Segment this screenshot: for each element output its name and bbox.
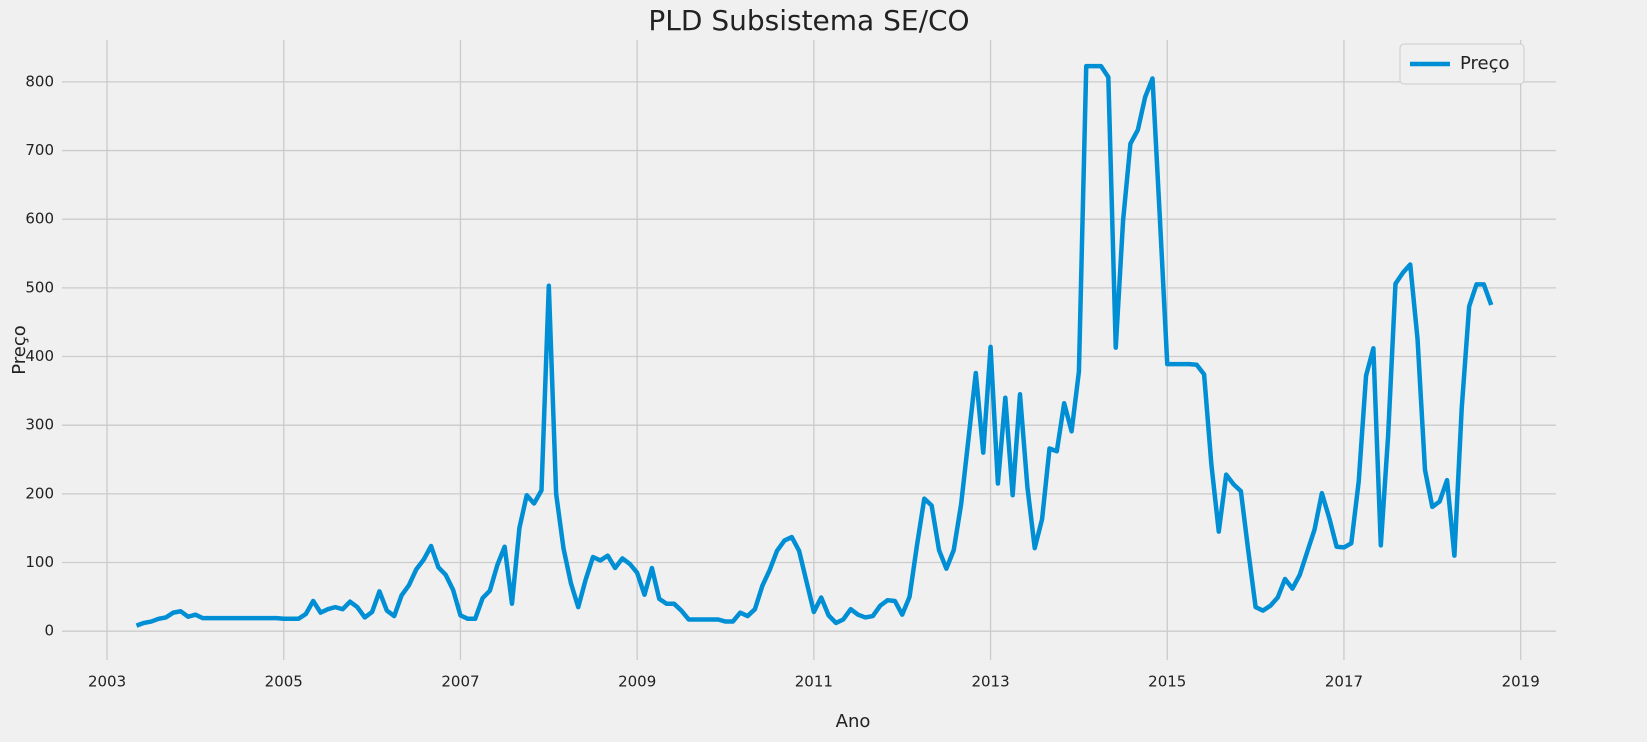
legend-box	[1399, 43, 1525, 85]
price-line	[135, 63, 1494, 628]
y-tick-label: 700	[25, 141, 54, 159]
x-tick-label: 2015	[1148, 673, 1186, 691]
y-tick-label: 300	[25, 416, 54, 434]
y-tick-label: 800	[25, 72, 54, 90]
x-tick-label: 2013	[971, 673, 1009, 691]
y-tick-label: 600	[25, 210, 54, 228]
x-tick-label: 2007	[441, 673, 479, 691]
x-tick-label: 2019	[1502, 673, 1540, 691]
x-tick-label: 2003	[88, 673, 126, 691]
y-tick-label: 100	[25, 553, 54, 571]
y-tick-label: 400	[25, 347, 54, 365]
chart-title: PLD Subsistema SE/CO	[648, 4, 969, 37]
y-tick-label: 500	[25, 278, 54, 296]
y-tick-label: 0	[44, 622, 54, 640]
x-tick-label: 2011	[795, 673, 833, 691]
y-tick-label: 200	[25, 484, 54, 502]
x-tick-label: 2005	[265, 673, 303, 691]
legend-label: Preço	[1460, 53, 1510, 74]
x-tick-label: 2017	[1325, 673, 1363, 691]
y-axis-label: Preço	[9, 325, 30, 375]
x-tick-label: 2009	[618, 673, 656, 691]
x-axis-label: Ano	[836, 711, 871, 732]
